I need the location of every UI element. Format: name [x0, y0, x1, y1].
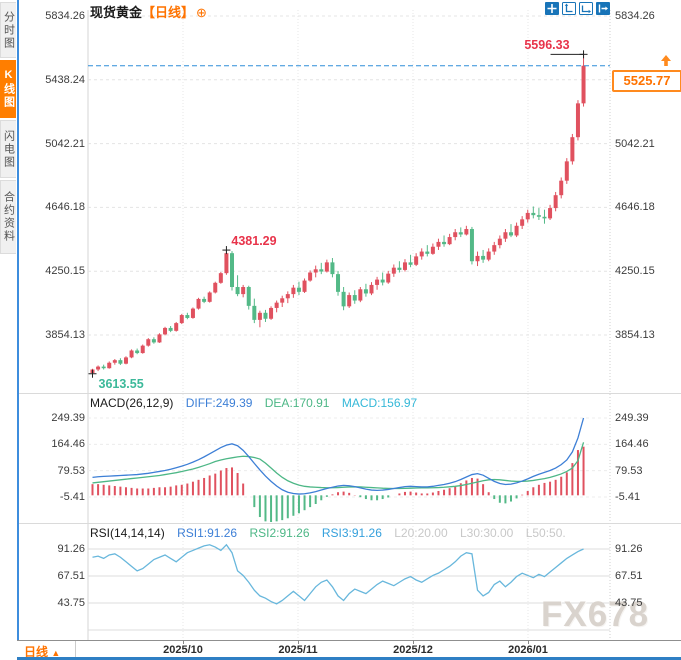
x-tick-label: 2025/12: [393, 644, 433, 656]
rsi-l50-label: L50:50.: [525, 526, 566, 540]
macd-title: MACD(26,12,9): [90, 396, 174, 410]
panel-separator: [17, 523, 681, 524]
rsi-title: RSI(14,14,14): [90, 526, 165, 540]
y-tick-label: 43.75: [57, 597, 85, 609]
symbol-name: 现货黄金: [90, 5, 143, 20]
rsi2-value: RSI2:91.26: [249, 526, 310, 540]
peak-price-marker: 4381.29: [231, 234, 277, 249]
bottom-separator: [75, 641, 76, 660]
x-tick-label: 2025/11: [278, 644, 318, 656]
y-tick-label: 91.26: [615, 543, 643, 555]
sidebar-tab-kline-chart[interactable]: K线图: [0, 60, 16, 118]
scale-x-axis-icon[interactable]: [579, 2, 593, 15]
y-tick-label: -5.41: [59, 491, 85, 503]
sidebar-tab-contract-info[interactable]: 合约资料: [0, 180, 16, 254]
macd-dea-value: DEA:170.91: [264, 396, 330, 410]
y-tick-label: 79.53: [57, 464, 85, 477]
rsi3-value: RSI3:91.26: [321, 526, 382, 540]
high-price-marker: 5596.33: [524, 38, 570, 53]
sidebar-tab-lightning-chart[interactable]: 闪电图: [0, 120, 16, 178]
period-selector[interactable]: 日线 ▲: [24, 645, 61, 659]
y-tick-label: 5834.26: [615, 10, 655, 22]
y-tick-label: 4250.15: [615, 265, 655, 278]
rsi-l20-label: L20:20.00: [394, 526, 448, 540]
x-tick-mark: [298, 640, 299, 644]
rsi1-value: RSI1:91.26: [177, 526, 238, 540]
add-indicator-icon[interactable]: ⊕: [196, 5, 207, 20]
x-tick-mark: [413, 640, 414, 644]
y-tick-label: 5438.24: [45, 73, 85, 86]
chart-title: 现货黄金【日线】 ⊕: [90, 2, 207, 21]
y-tick-label: 5042.21: [45, 137, 85, 150]
scale-y-axis-icon[interactable]: [562, 2, 576, 15]
y-tick-label: 164.46: [51, 438, 85, 451]
x-tick-label: 2025/10: [163, 644, 203, 656]
price-up-arrow-icon: [660, 54, 672, 66]
rsi-header: RSI(14,14,14) RSI1:91.26 RSI2:91.26 RSI3…: [90, 526, 575, 540]
y-tick-label: 43.75: [615, 597, 643, 609]
triangle-up-icon: ▲: [51, 648, 61, 658]
y-tick-label: 4646.18: [45, 201, 85, 214]
y-tick-label: 5834.26: [45, 10, 85, 22]
y-tick-label: 249.39: [615, 412, 649, 424]
y-tick-label: 3854.13: [45, 329, 85, 341]
y-tick-label: 249.39: [51, 412, 85, 424]
sidebar-tab-time-chart[interactable]: 分时图: [0, 2, 16, 58]
y-tick-label: 164.46: [615, 438, 649, 451]
current-price-box: 5525.77: [612, 69, 681, 92]
low-price-marker: 3613.55: [98, 376, 144, 391]
chart-toolbar: [545, 2, 610, 15]
macd-header: MACD(26,12,9) DIFF:249.39 DEA:170.91 MAC…: [90, 396, 426, 410]
panel-separator: [17, 393, 681, 394]
sidebar: 分时图 K线图 闪电图 合约资料: [0, 0, 19, 640]
macd-macd-value: MACD:156.97: [341, 396, 418, 410]
y-tick-label: -5.41: [615, 491, 641, 503]
bottom-scrollbar[interactable]: [17, 657, 681, 660]
y-tick-label: 67.51: [57, 569, 85, 582]
x-axis-line: [17, 640, 681, 641]
rsi-l30-label: L30:30.00: [459, 526, 514, 540]
x-tick-mark: [183, 640, 184, 644]
move-icon[interactable]: [545, 2, 559, 15]
y-tick-label: 4250.15: [45, 265, 85, 278]
x-tick-label: 2026/01: [508, 644, 548, 656]
exit-fullscreen-icon[interactable]: [596, 2, 610, 15]
y-tick-label: 3854.13: [615, 329, 655, 341]
watermark: FX678: [541, 595, 650, 634]
period-tag: 【日线】: [142, 5, 195, 20]
bottom-bar: 日线 ▲ 2025/10 2025/11 2025/12 2026/01: [17, 640, 681, 660]
y-tick-label: 91.26: [57, 543, 85, 555]
macd-diff-value: DIFF:249.39: [185, 396, 253, 410]
y-tick-label: 4646.18: [615, 201, 655, 214]
y-tick-label: 67.51: [615, 569, 643, 582]
x-tick-mark: [528, 640, 529, 644]
y-tick-label: 5042.21: [615, 137, 655, 150]
y-tick-label: 79.53: [615, 464, 643, 477]
